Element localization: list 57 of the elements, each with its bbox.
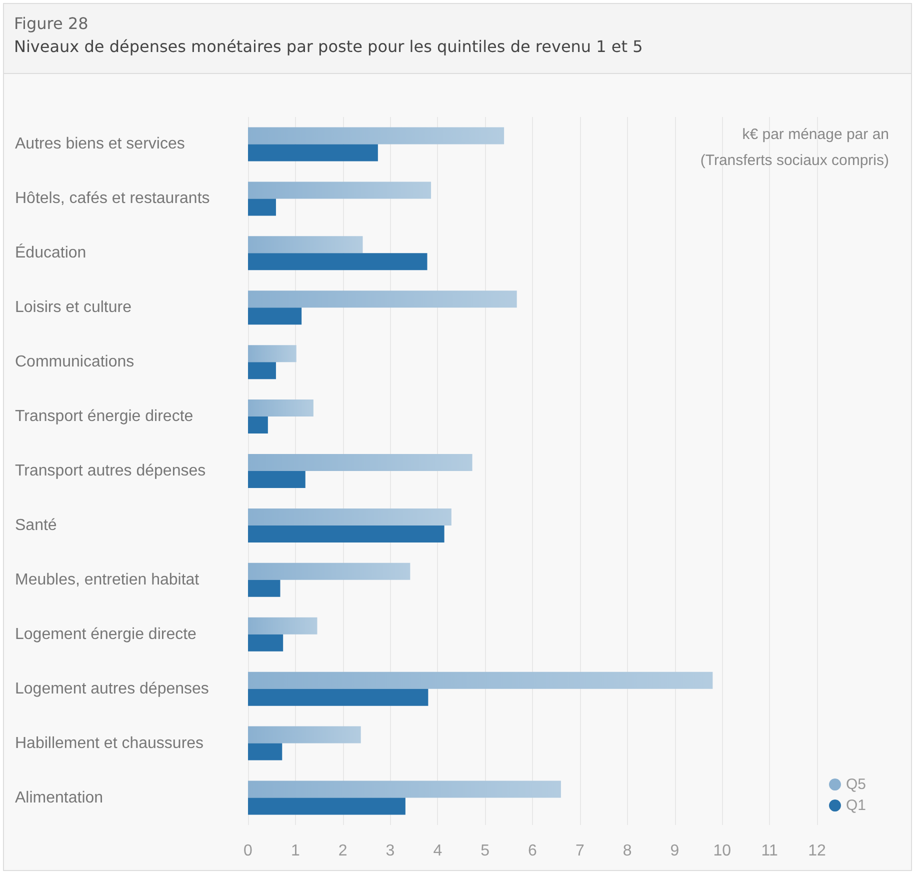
x-tick-label: 12 [808, 842, 826, 860]
bar [248, 634, 284, 652]
x-tick-label: 4 [433, 842, 442, 860]
bar [248, 454, 472, 471]
x-tick-label: 0 [244, 842, 253, 860]
bar [248, 308, 302, 325]
y-tick-label: Communications [15, 354, 134, 371]
legend-label: Q5 [846, 776, 866, 793]
x-tick-label: 3 [386, 842, 395, 860]
bar [248, 400, 314, 417]
bar [248, 672, 713, 689]
y-tick-label: Logement autres dépenses [15, 680, 209, 698]
bar [248, 253, 428, 270]
bar [248, 236, 363, 254]
bar [248, 345, 296, 362]
legend-label: Q1 [846, 797, 866, 814]
y-tick-label: Transport autres dépenses [15, 462, 206, 480]
bar [248, 416, 268, 434]
bar [248, 562, 410, 580]
y-tick-label: Transport énergie directe [15, 408, 194, 426]
chart-subtitle: Niveaux de dépenses monétaires par poste pour les quintiles de revenu 1 et 5 [14, 37, 644, 56]
bar [248, 471, 306, 488]
y-tick-label: Habillement et chaussures [15, 734, 204, 752]
bar [248, 127, 504, 144]
bar [248, 290, 517, 308]
bar [248, 726, 361, 744]
y-tick-label: Logement énergie directe [15, 626, 197, 643]
text: Figure 28 [14, 14, 90, 33]
bar [248, 780, 561, 798]
x-tick-label: 1 [290, 842, 300, 860]
x-tick-label: 6 [528, 842, 538, 860]
x-tick-label: 2 [338, 842, 348, 860]
bar [248, 182, 432, 199]
y-tick-label: Loisirs et culture [15, 299, 132, 316]
y-tick-label: Meubles, entretien habitat [15, 571, 200, 588]
bar [248, 525, 444, 542]
x-tick-label: 5 [480, 842, 490, 860]
bar [248, 743, 282, 760]
x-tick-label: 8 [622, 842, 632, 860]
bar [248, 144, 378, 162]
bar [248, 688, 428, 706]
x-tick-label: 10 [713, 842, 732, 860]
y-tick-label: Autres biens et services [15, 136, 185, 153]
bar [248, 198, 276, 216]
y-tick-label: Alimentation [15, 789, 104, 806]
y-tick-label: Santé [15, 516, 57, 534]
bar [248, 508, 452, 526]
bar [248, 798, 406, 815]
x-tick-label: 9 [670, 842, 680, 860]
bar [248, 362, 276, 380]
y-tick-label: Hôtels, cafés et restaurants [15, 190, 210, 208]
x-tick-label: 7 [575, 842, 584, 860]
bar [248, 580, 280, 597]
annotation: k€ par ménage par an (Transferts sociaux compris) [700, 125, 889, 171]
y-tick-label: Éducation [15, 244, 86, 262]
x-tick-label: 11 [761, 842, 778, 860]
bar [248, 617, 318, 634]
